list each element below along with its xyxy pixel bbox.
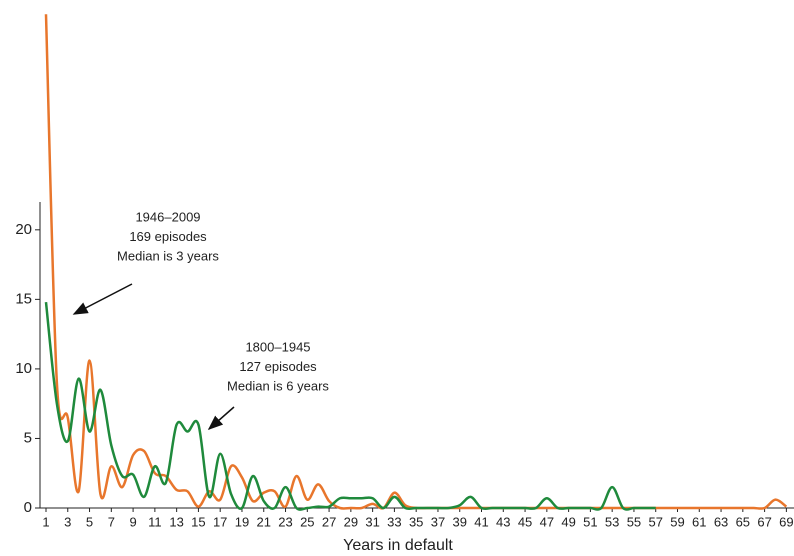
arrow (207, 406, 235, 430)
x-tick-label: 37 (431, 514, 445, 529)
x-tick-label: 39 (453, 514, 467, 529)
x-tick-label: 33 (387, 514, 401, 529)
x-tick-label: 43 (496, 514, 510, 529)
x-tick-label: 31 (365, 514, 379, 529)
x-tick-label: 19 (235, 514, 249, 529)
series-line (44, 14, 788, 510)
x-tick-label: 63 (714, 514, 728, 529)
x-tick-label: 65 (736, 514, 750, 529)
x-tick-label: 57 (648, 514, 662, 529)
x-tick-label: 27 (322, 514, 336, 529)
x-tick-label: 13 (169, 514, 183, 529)
x-tick-label: 41 (474, 514, 488, 529)
x-tick-label: 7 (108, 514, 115, 529)
annotation: Median is 6 years (227, 378, 329, 393)
x-tick-label: 25 (300, 514, 314, 529)
y-tick-label: 0 (24, 499, 32, 516)
arrow (72, 283, 133, 315)
y-tick-label: 20 (15, 221, 32, 238)
x-tick-label: 29 (344, 514, 358, 529)
x-tick-label: 11 (148, 514, 162, 529)
series-line (44, 302, 656, 511)
annotation: 1800–1945 (245, 339, 310, 354)
x-tick-label: 55 (627, 514, 641, 529)
x-tick-label: 47 (540, 514, 554, 529)
y-tick-label: 10 (15, 360, 32, 377)
x-tick-label: 59 (670, 514, 684, 529)
x-tick-label: 21 (257, 514, 271, 529)
annotation: Median is 3 years (117, 248, 219, 263)
x-tick-label: 23 (278, 514, 292, 529)
annotation: 169 episodes (129, 229, 207, 244)
x-tick-label: 69 (779, 514, 793, 529)
x-tick-label: 67 (757, 514, 771, 529)
x-tick-label: 61 (692, 514, 706, 529)
y-tick-label: 5 (24, 429, 32, 446)
annotation: 1946–2009 (135, 209, 200, 224)
x-tick-label: 53 (605, 514, 619, 529)
x-tick-label: 15 (191, 514, 205, 529)
x-tick-label: 3 (64, 514, 71, 529)
x-tick-label: 9 (129, 514, 136, 529)
x-axis-label: Years in default (343, 537, 453, 554)
x-tick-label: 17 (213, 514, 227, 529)
x-tick-label: 5 (86, 514, 93, 529)
x-tick-label: 35 (409, 514, 423, 529)
y-tick-label: 15 (15, 290, 32, 307)
x-tick-label: 51 (583, 514, 597, 529)
x-tick-label: 1 (42, 514, 49, 529)
x-tick-label: 49 (561, 514, 575, 529)
annotation: 127 episodes (239, 359, 317, 374)
x-tick-label: 45 (518, 514, 532, 529)
